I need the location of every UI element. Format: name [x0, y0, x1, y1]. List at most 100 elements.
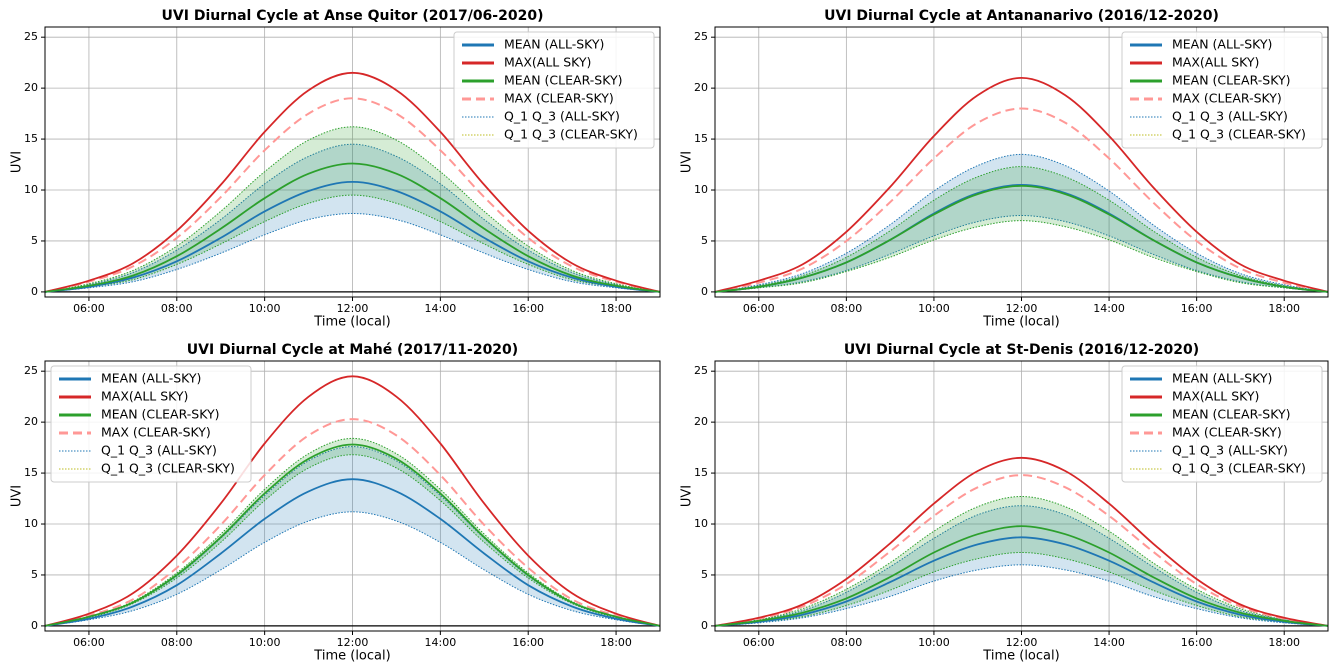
- axes-frame: [714, 360, 1329, 632]
- iqr-edge: [715, 220, 1328, 293]
- y-axis-label: UVI: [680, 151, 695, 173]
- iqr-edge: [45, 437, 660, 627]
- legend-label: Q_1 Q_3 (CLEAR-SKY): [1172, 127, 1306, 142]
- y-tick-label: 5: [701, 568, 708, 581]
- legend-label: MAX (CLEAR-SKY): [1172, 425, 1282, 440]
- x-tick-label: 18:00: [600, 302, 632, 315]
- y-tick-label: 20: [694, 81, 708, 94]
- series-line: [715, 525, 1328, 627]
- x-tick-label: 18:00: [1268, 636, 1300, 649]
- x-tick-label: 08:00: [161, 302, 193, 315]
- plot-marks: [45, 375, 660, 627]
- y-tick-label: 20: [694, 415, 708, 428]
- y-tick-label: 0: [31, 619, 38, 632]
- legend-label: MAX(ALL SKY): [1172, 55, 1259, 70]
- y-tick-label: 0: [701, 619, 708, 632]
- legend-label: MEAN (CLEAR-SKY): [1172, 407, 1290, 422]
- legend-label: MEAN (CLEAR-SKY): [1172, 73, 1290, 88]
- legend-label: MAX(ALL SKY): [1172, 389, 1259, 404]
- legend-label: Q_1 Q_3 (CLEAR-SKY): [504, 127, 638, 142]
- x-tick-label: 12:00: [1006, 636, 1038, 649]
- series-line: [45, 180, 660, 293]
- x-tick-label: 16:00: [512, 302, 544, 315]
- plot-marks: [45, 71, 660, 293]
- series-line: [45, 443, 660, 627]
- legend-label: Q_1 Q_3 (ALL-SKY): [1172, 443, 1288, 458]
- x-tick-label: 08:00: [831, 636, 863, 649]
- y-tick-label: 5: [31, 568, 38, 581]
- y-tick-label: 10: [24, 183, 38, 196]
- series-line: [45, 97, 660, 293]
- legend-label: MEAN (ALL-SKY): [1172, 37, 1272, 52]
- x-axis-label: Time (local): [313, 315, 390, 330]
- x-tick-label: 10:00: [249, 302, 281, 315]
- y-tick-label: 15: [694, 466, 708, 479]
- legend-label: Q_1 Q_3 (CLEAR-SKY): [101, 461, 235, 476]
- y-tick-label: 15: [24, 466, 38, 479]
- x-tick-label: 12:00: [337, 636, 369, 649]
- subplot: 06:00 08:00 10:00 12:00 14:00 16:00 18:00 0 5 10 1…: [680, 342, 1329, 664]
- legend-box: [1121, 365, 1323, 483]
- iqr-band: [715, 154, 1328, 292]
- legend-label: MAX (CLEAR-SKY): [101, 425, 211, 440]
- y-tick-label: 5: [701, 234, 708, 247]
- legend-label: MEAN (CLEAR-SKY): [504, 73, 622, 88]
- legend: MEAN (ALL-SKY) MAX(ALL SKY) MEAN (CLEAR-SK…: [453, 31, 655, 149]
- legend: MEAN (ALL-SKY) MAX(ALL SKY) MEAN (CLEAR-SK…: [1121, 31, 1323, 149]
- legend-label: MAX(ALL SKY): [101, 389, 188, 404]
- legend-box: [50, 365, 252, 483]
- iqr-edge: [715, 495, 1328, 627]
- series-line: [715, 107, 1328, 293]
- legend-label: MAX(ALL SKY): [504, 55, 591, 70]
- x-tick-label: 06:00: [743, 636, 775, 649]
- iqr-edge: [715, 214, 1328, 293]
- series-line: [715, 76, 1328, 293]
- x-tick-label: 06:00: [743, 302, 775, 315]
- y-tick-label: 10: [694, 517, 708, 530]
- x-tick-label: 14:00: [425, 636, 457, 649]
- y-axis-label: UVI: [10, 151, 25, 173]
- subplot: 06:00 08:00 10:00 12:00 14:00 16:00 18:00 0 5 10 1…: [10, 8, 661, 330]
- y-tick-label: 15: [694, 132, 708, 145]
- series-line: [715, 456, 1328, 627]
- axes-frame: [44, 360, 661, 632]
- x-tick-label: 14:00: [1093, 636, 1125, 649]
- chart-title: UVI Diurnal Cycle at Mahé (2017/11-2020): [187, 342, 518, 358]
- x-tick-label: 16:00: [1181, 636, 1213, 649]
- y-axis-label: UVI: [680, 485, 695, 507]
- legend-label: MAX (CLEAR-SKY): [504, 91, 614, 106]
- axes-frame: [44, 26, 661, 298]
- y-tick-label: 15: [24, 132, 38, 145]
- legend-label: Q_1 Q_3 (CLEAR-SKY): [1172, 461, 1306, 476]
- series-line: [45, 162, 660, 293]
- series-line: [45, 71, 660, 293]
- y-tick-label: 25: [24, 30, 38, 43]
- iqr-band: [715, 166, 1328, 292]
- x-axis-label: Time (local): [313, 649, 390, 664]
- plot-marks: [715, 76, 1328, 293]
- x-tick-label: 14:00: [1093, 302, 1125, 315]
- y-tick-label: 25: [24, 364, 38, 377]
- legend-label: MAX (CLEAR-SKY): [1172, 91, 1282, 106]
- legend-label: MEAN (CLEAR-SKY): [101, 407, 219, 422]
- x-tick-label: 18:00: [1268, 302, 1300, 315]
- subplot: 06:00 08:00 10:00 12:00 14:00 16:00 18:00 0 5 10 1…: [680, 8, 1329, 330]
- x-tick-label: 12:00: [1006, 302, 1038, 315]
- iqr-edge: [45, 212, 660, 293]
- y-tick-label: 20: [24, 415, 38, 428]
- x-tick-label: 10:00: [918, 636, 950, 649]
- legend: MEAN (ALL-SKY) MAX(ALL SKY) MEAN (CLEAR-SK…: [50, 365, 252, 483]
- y-axis-label: UVI: [10, 485, 25, 507]
- legend: MEAN (ALL-SKY) MAX(ALL SKY) MEAN (CLEAR-SK…: [1121, 365, 1323, 483]
- y-tick-label: 5: [31, 234, 38, 247]
- legend-label: Q_1 Q_3 (ALL-SKY): [504, 109, 620, 124]
- x-axis-label: Time (local): [982, 649, 1059, 664]
- iqr-edge: [715, 166, 1328, 293]
- x-tick-label: 10:00: [249, 636, 281, 649]
- iqr-band: [715, 496, 1328, 626]
- x-tick-label: 16:00: [1181, 302, 1213, 315]
- chart-title: UVI Diurnal Cycle at Anse Quitor (2017/0…: [162, 8, 544, 24]
- legend-label: Q_1 Q_3 (ALL-SKY): [101, 443, 217, 458]
- legend-label: MEAN (ALL-SKY): [1172, 371, 1272, 386]
